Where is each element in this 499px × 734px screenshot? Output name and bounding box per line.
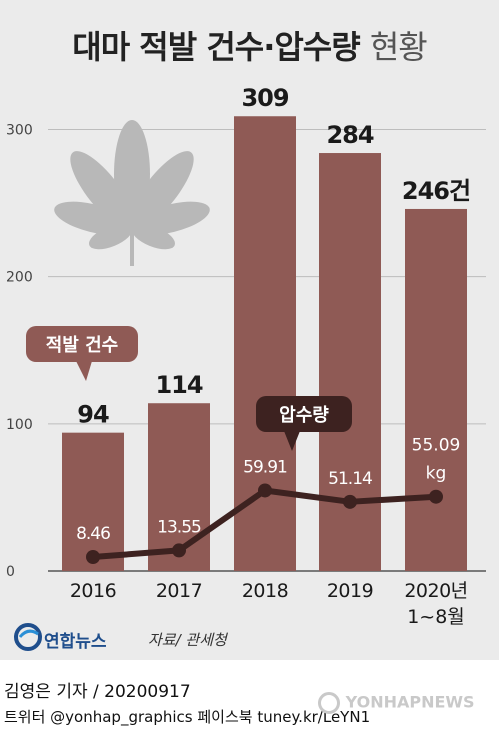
cannabis-leaf-icon xyxy=(54,120,210,266)
x-tick-label: 2017 xyxy=(156,580,202,602)
x-tick-label: 2019 xyxy=(327,580,373,602)
bar-value-label: 246건 xyxy=(402,177,470,205)
seizure-value-label: 8.46 xyxy=(76,524,110,544)
watermark: YONHAPNEWS xyxy=(318,692,475,714)
x-tick-sublabel: 1~8월 xyxy=(407,606,465,628)
legend-line-callout: 압수량 xyxy=(256,396,352,451)
x-axis-labels: 2016 2017 2018 2019 2020년 1~8월 xyxy=(70,580,468,628)
seizure-value-label: 55.09 xyxy=(412,436,461,456)
seizure-value-label: 13.55 xyxy=(157,517,201,537)
yonhap-logo-icon xyxy=(14,623,42,651)
seizure-value-label: 59.91 xyxy=(243,457,287,477)
seizure-value-label: 51.14 xyxy=(328,469,372,489)
brand-name: 연합뉴스 xyxy=(44,632,107,652)
y-tick-label: 100 xyxy=(6,417,33,433)
leaf-blade xyxy=(129,151,194,230)
legend-bar-label: 적발 건수 xyxy=(46,335,119,356)
source-note: 자료/ 관세청 xyxy=(148,631,227,649)
watermark-logo-icon xyxy=(318,692,340,714)
seizure-unit-label: kg xyxy=(426,464,447,484)
x-tick-label: 2020년 xyxy=(404,580,467,602)
leaf-stem xyxy=(130,228,134,266)
leaf-blade xyxy=(70,151,135,230)
bar-2016 xyxy=(62,432,124,571)
reporter-line: 김영은 기자 / 20200917 xyxy=(4,682,191,702)
seizure-point xyxy=(172,543,186,558)
bar-value-label: 114 xyxy=(155,371,202,399)
bar-2020년 xyxy=(405,208,467,572)
bar-2017 xyxy=(148,403,210,571)
legend-line-label: 압수량 xyxy=(279,405,329,426)
seizure-point xyxy=(429,489,443,504)
watermark-text: YONHAPNEWS xyxy=(345,692,475,712)
leaf-blade xyxy=(89,223,133,250)
y-tick-label: 0 xyxy=(6,564,15,580)
x-tick-label: 2018 xyxy=(242,580,288,602)
chart: 0 100 200 300 94 114 309 284 246건 8.46 13.55 59.9… xyxy=(6,84,486,628)
social-line: 트위터 @yonhap_graphics 페이스북 tuney.kr/LeYN1 xyxy=(4,708,371,726)
y-tick-label: 300 xyxy=(6,122,33,138)
seizure-point xyxy=(86,550,100,564)
x-tick-label: 2016 xyxy=(70,580,116,602)
title-suffix: 현황 xyxy=(369,28,428,66)
y-tick-label: 200 xyxy=(6,270,33,286)
bar-labels: 94 114 309 284 246건 xyxy=(77,84,471,429)
chart-title: 대마 적발 건수·압수량 현황 xyxy=(0,22,499,68)
bar-value-label: 94 xyxy=(77,401,109,429)
leaf-blade xyxy=(131,223,175,250)
bar-value-label: 309 xyxy=(241,84,288,112)
seizure-point xyxy=(258,483,272,498)
bar-value-label: 284 xyxy=(326,121,373,149)
legend-bar-callout: 적발 건수 xyxy=(26,326,138,381)
seizure-point xyxy=(343,494,357,509)
title-main: 대마 적발 건수·압수량 xyxy=(72,28,360,66)
